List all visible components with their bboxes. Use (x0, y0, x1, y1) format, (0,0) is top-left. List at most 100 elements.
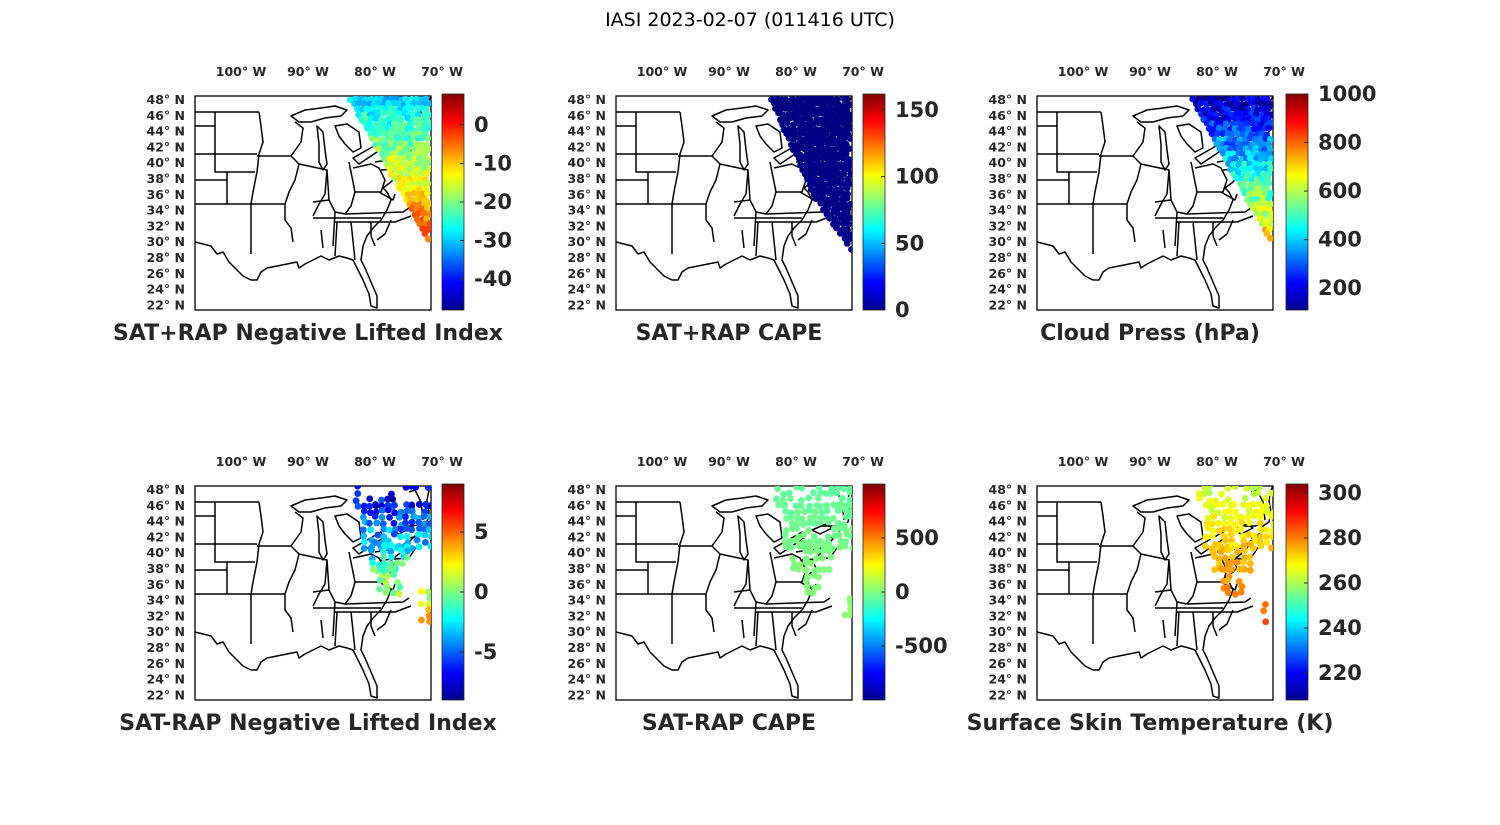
data-point (374, 531, 382, 539)
lon-tick-label: 80° W (775, 64, 817, 79)
lat-tick-label: 44° N (568, 124, 606, 139)
data-point (788, 141, 795, 149)
colorbar-tick-label: 260 (1318, 571, 1362, 595)
lat-tick-label: 34° N (147, 203, 185, 218)
data-point (413, 160, 421, 168)
data-point (1267, 489, 1273, 497)
data-point (354, 105, 361, 113)
data-point (849, 525, 852, 532)
data-point (1231, 154, 1239, 162)
data-point (1265, 179, 1273, 187)
data-point (1267, 155, 1273, 163)
data-point (367, 546, 375, 554)
data-point (839, 154, 847, 162)
data-point (820, 566, 828, 574)
data-point (1254, 489, 1262, 497)
data-point (422, 538, 429, 546)
data-point (1226, 525, 1234, 533)
data-point (848, 246, 852, 253)
data-point (1270, 520, 1273, 528)
lat-tick-label: 30° N (147, 624, 185, 639)
lat-tick-label: 32° N (147, 218, 185, 233)
data-point (425, 612, 431, 620)
panel-title: SAT+RAP Negative Lifted Index (113, 321, 503, 346)
data-point (1256, 513, 1264, 521)
lat-tick-label: 44° N (147, 124, 185, 139)
data-point (834, 101, 842, 108)
data-point (804, 588, 812, 596)
data-point (424, 159, 431, 167)
data-point (391, 509, 399, 517)
data-point (388, 490, 395, 498)
colorbar-tick-label: 0 (895, 298, 910, 322)
data-point (396, 583, 404, 591)
lat-tick-label: 32° N (989, 608, 1027, 623)
data-point (1262, 533, 1270, 540)
data-point (1262, 601, 1269, 608)
data-point (1262, 618, 1270, 626)
data-point (1227, 514, 1234, 522)
lat-tick-label: 36° N (989, 577, 1027, 592)
data-point (421, 230, 429, 237)
data-point (787, 495, 794, 502)
data-point (1246, 154, 1254, 162)
data-point (408, 518, 416, 526)
panel-title: Cloud Press (hPa) (1040, 321, 1260, 346)
data-point (1263, 502, 1270, 510)
data-point (820, 109, 827, 117)
data-point (423, 105, 430, 113)
data-point (798, 486, 805, 492)
data-point (808, 130, 815, 138)
data-point (814, 583, 822, 591)
data-point (412, 486, 420, 491)
data-point (830, 501, 838, 509)
data-point (403, 533, 411, 540)
data-point (1243, 120, 1251, 128)
data-point (424, 486, 431, 491)
data-point (1246, 190, 1253, 198)
data-point (1214, 509, 1222, 517)
colorbar-tick-label: 0 (474, 580, 489, 604)
data-point (812, 195, 820, 203)
data-point (1269, 533, 1273, 541)
lat-tick-label: 28° N (568, 250, 606, 265)
data-point (810, 533, 818, 540)
data-point (827, 553, 835, 561)
colorbar-tick-label: -5 (474, 640, 497, 664)
data-point (372, 502, 380, 510)
colorbar-tick-label: -500 (895, 634, 948, 658)
data-point (1250, 204, 1257, 212)
data-point (395, 100, 402, 108)
data-point (1267, 512, 1273, 520)
data-point (1227, 531, 1235, 538)
data-point (386, 129, 393, 137)
data-point (1204, 524, 1212, 532)
data-point (1224, 546, 1232, 554)
data-point (427, 502, 431, 510)
lon-tick-label: 70° W (1263, 454, 1305, 469)
data-point (395, 174, 403, 182)
data-point (1250, 512, 1258, 520)
lat-tick-label: 26° N (989, 266, 1027, 281)
lon-tick-label: 90° W (708, 454, 750, 469)
data-point (359, 526, 367, 534)
map-panel: 48° N46° N44° N42° N40° N38° N36° N34° N… (113, 64, 512, 346)
lat-tick-label: 24° N (147, 282, 185, 297)
data-point (1231, 521, 1239, 528)
data-point (1266, 234, 1273, 242)
lat-tick-label: 30° N (568, 624, 606, 639)
data-point (389, 565, 397, 573)
data-point (413, 536, 421, 544)
lat-tick-label: 22° N (147, 297, 185, 312)
data-point (834, 507, 842, 514)
data-point (844, 165, 852, 173)
data-point (427, 542, 431, 550)
data-point (402, 165, 409, 173)
data-point (1208, 506, 1216, 514)
data-point (806, 169, 813, 177)
data-point (1256, 519, 1264, 527)
data-point (843, 96, 851, 103)
data-point (418, 134, 426, 142)
data-point (1240, 558, 1248, 566)
data-point (346, 96, 354, 104)
